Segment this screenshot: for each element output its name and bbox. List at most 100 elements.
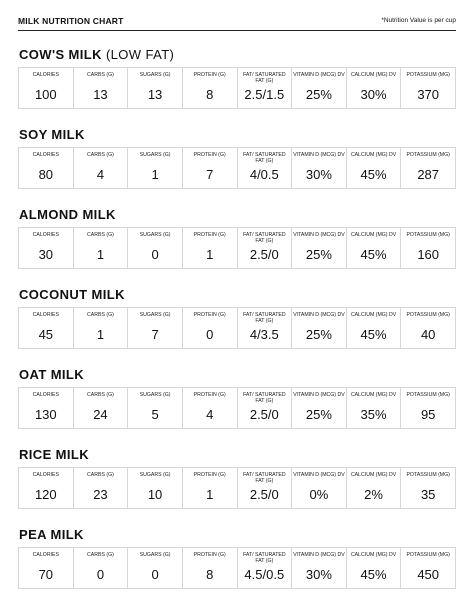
nutrition-grid: CALORIES 130 CARBS (G) 24 SUGARS (G) 5 PROT… [18,387,456,429]
cell-value: 45% [360,327,387,342]
cell-potassium: POTASSIUM (MG) 40 [401,308,456,349]
cell-potassium: POTASSIUM (MG) 370 [401,68,456,109]
chart-title: MILK NUTRITION CHART [18,16,124,26]
cell-value: 120 [34,487,57,502]
cell-value: 30% [360,87,387,102]
cell-value: 0 [151,567,159,582]
column-label: VITAMIN D (MCG) DV [293,392,345,398]
column-label: POTASSIUM (MG) [406,312,450,318]
cell-fat: FAT/ SATURATED FAT (G) 2.5/0 [237,228,293,269]
column-label: VITAMIN D (MCG) DV [293,152,345,158]
cell-carbs: CARBS (G) 4 [73,148,129,189]
column-label: VITAMIN D (MCG) DV [293,552,345,558]
cell-fat: FAT/ SATURATED FAT (G) 2.5/1.5 [237,68,293,109]
cell-value: 1 [206,487,214,502]
section-title: RICE MILK [19,447,89,462]
section-name: ALMOND MILK [19,207,116,222]
cell-protein: PROTEIN (G) 8 [182,68,238,109]
column-label: SUGARS (G) [139,392,171,398]
cell-sugars: SUGARS (G) 0 [128,548,183,589]
cell-value: 100 [34,87,57,102]
cell-sugars: SUGARS (G) 0 [128,228,183,269]
cell-value: 2% [364,487,383,502]
column-label: FAT/ SATURATED FAT (G) [242,72,286,84]
cell-calcium: CALCIUM (MG) DV 2% [346,468,402,509]
cell-value: 0 [96,567,105,582]
cell-value: 7 [206,167,214,182]
column-label: CALORIES [32,312,59,318]
section-title: OAT MILK [19,367,84,382]
cell-value: 30% [305,567,332,582]
cell-value: 40 [420,327,436,342]
cell-value: 45% [360,247,387,262]
cell-carbs: CARBS (G) 1 [73,228,129,269]
column-label: CARBS (G) [87,472,114,478]
cell-value: 10 [147,487,163,502]
cell-sugars: SUGARS (G) 5 [128,388,183,429]
nutrition-grid: CALORIES 120 CARBS (G) 23 SUGARS (G) 10 PRO… [18,467,456,509]
cell-value: 4 [96,167,105,182]
cell-value: 370 [417,87,440,102]
section-suffix: (LOW FAT) [105,47,175,62]
cell-value: 2.5/1.5 [244,87,285,102]
column-label: CALCIUM (MG) DV [350,312,397,318]
column-label: VITAMIN D (MCG) DV [293,472,345,478]
cell-value: 1 [96,327,105,342]
cell-value: 4 [206,407,214,422]
cell-fat: FAT/ SATURATED FAT (G) 4/0.5 [237,148,293,189]
cell-value: 1 [151,167,159,182]
column-label: POTASSIUM (MG) [406,72,450,78]
serving-note: *Nutrition Value is per cup [381,17,456,24]
section-name: OAT MILK [19,367,85,382]
cell-value: 0 [206,327,214,342]
column-label: CALCIUM (MG) DV [350,392,397,398]
cell-value: 80 [38,167,54,182]
column-label: CALORIES [32,232,59,238]
cell-fat: FAT/ SATURATED FAT (G) 4.5/0.5 [237,548,293,589]
cell-sugars: SUGARS (G) 13 [128,68,183,109]
cell-value: 25% [305,407,332,422]
column-label: VITAMIN D (MCG) DV [293,72,345,78]
cell-protein: PROTEIN (G) 1 [182,468,238,509]
cell-value: 35 [420,487,436,502]
cell-value: 2.5/0 [249,247,279,262]
cell-value: 30% [305,167,332,182]
cell-vitamin-d: VITAMIN D (MCG) DV 25% [292,388,347,429]
column-label: CALORIES [32,552,59,558]
column-label: CALCIUM (MG) DV [350,472,397,478]
column-label: POTASSIUM (MG) [406,152,450,158]
cell-carbs: CARBS (G) 24 [73,388,129,429]
cell-value: 70 [38,567,54,582]
nutrition-grid: CALORIES 30 CARBS (G) 1 SUGARS (G) 0 PROTEI… [18,227,456,269]
cell-protein: PROTEIN (G) 7 [182,148,238,189]
column-label: CALORIES [32,472,59,478]
cell-value: 1 [96,247,105,262]
section-name: SOY MILK [19,127,85,142]
column-label: CARBS (G) [87,152,114,158]
cell-value: 35% [360,407,387,422]
cell-value: 2.5/0 [249,407,279,422]
column-label: CALCIUM (MG) DV [350,72,397,78]
cell-value: 45% [360,167,387,182]
cell-calories: CALORIES 120 [19,468,74,509]
cell-calcium: CALCIUM (MG) DV 45% [346,148,402,189]
cell-vitamin-d: VITAMIN D (MCG) DV 30% [292,548,347,589]
cell-calcium: CALCIUM (MG) DV 45% [346,228,402,269]
cell-value: 8 [206,87,214,102]
column-label: FAT/ SATURATED FAT (G) [242,152,286,164]
cell-carbs: CARBS (G) 0 [73,548,129,589]
cell-value: 0% [309,487,329,502]
column-label: CARBS (G) [87,552,114,558]
column-label: FAT/ SATURATED FAT (G) [242,232,286,244]
cell-value: 8 [206,567,214,582]
cell-vitamin-d: VITAMIN D (MCG) DV 25% [292,68,347,109]
column-label: FAT/ SATURATED FAT (G) [242,392,286,404]
cell-sugars: SUGARS (G) 1 [128,148,183,189]
cell-protein: PROTEIN (G) 8 [182,548,238,589]
column-label: SUGARS (G) [139,72,171,78]
column-label: CARBS (G) [87,72,114,78]
column-label: PROTEIN (G) [193,152,226,158]
column-label: SUGARS (G) [139,552,171,558]
cell-value: 30 [38,247,54,262]
cell-vitamin-d: VITAMIN D (MCG) DV 30% [292,148,347,189]
